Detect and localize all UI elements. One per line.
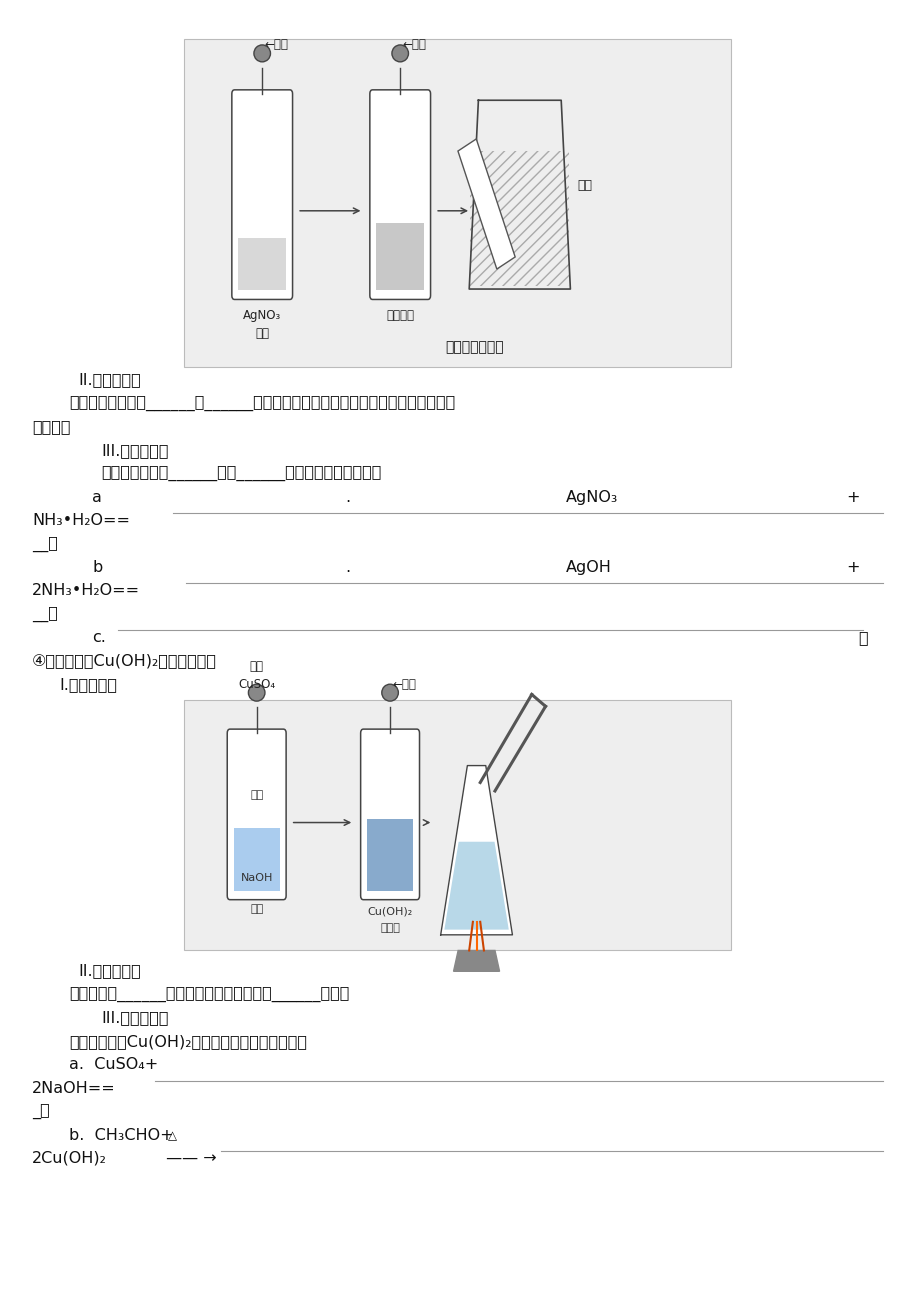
- Text: 振荡: 振荡: [250, 790, 263, 799]
- Ellipse shape: [381, 685, 398, 700]
- Text: II.实验现象：: II.实验现象：: [78, 963, 141, 979]
- Text: △: △: [168, 1129, 177, 1142]
- Text: 。: 。: [857, 630, 867, 646]
- Text: 乙醛能被新制Cu(OH)₂悬浊液氧化。有关方程式：: 乙醛能被新制Cu(OH)₂悬浊液氧化。有关方程式：: [69, 1034, 307, 1049]
- Text: ④乙醛被新制Cu(OH)₂悬浊液氧化。: ④乙醛被新制Cu(OH)₂悬浊液氧化。: [32, 654, 217, 669]
- Text: 乙醛被银氨溶液______生成______。有关化学方程式为：: 乙醛被银氨溶液______生成______。有关化学方程式为：: [101, 466, 381, 482]
- Polygon shape: [440, 766, 512, 935]
- Text: 2NH₃•H₂O==: 2NH₃•H₂O==: [32, 583, 141, 599]
- Text: Cu(OH)₂: Cu(OH)₂: [367, 906, 413, 917]
- Ellipse shape: [391, 44, 408, 61]
- Text: ←乙醛: ←乙醛: [392, 678, 416, 691]
- Text: 溶液: 溶液: [249, 660, 264, 673]
- Text: __；: __；: [32, 536, 58, 552]
- Text: +: +: [845, 490, 859, 505]
- Text: 的银镜。: 的银镜。: [32, 419, 71, 435]
- Bar: [376, 223, 424, 290]
- Text: III.实验结论：: III.实验结论：: [101, 443, 168, 458]
- FancyBboxPatch shape: [369, 90, 430, 299]
- FancyBboxPatch shape: [360, 729, 419, 900]
- FancyBboxPatch shape: [227, 729, 286, 900]
- Text: 银氨溶液: 银氨溶液: [386, 309, 414, 322]
- Bar: [184, 39, 731, 367]
- Text: 悬浊液: 悬浊液: [380, 923, 400, 934]
- Text: _；: _；: [32, 1104, 50, 1120]
- Ellipse shape: [254, 44, 270, 61]
- Text: NaOH: NaOH: [240, 872, 273, 883]
- Text: a.  CuSO₄+: a. CuSO₄+: [69, 1057, 158, 1073]
- Text: AgOH: AgOH: [565, 560, 611, 575]
- Text: 溶液: 溶液: [255, 327, 269, 340]
- Text: b: b: [92, 560, 102, 575]
- Text: 热水: 热水: [577, 178, 592, 191]
- Text: +: +: [845, 560, 859, 575]
- Text: c.: c.: [92, 630, 106, 646]
- Ellipse shape: [248, 685, 265, 700]
- Text: CuSO₄: CuSO₄: [238, 678, 275, 691]
- Bar: [367, 819, 413, 891]
- Text: I.实验操作：: I.实验操作：: [60, 677, 118, 693]
- Text: .: .: [345, 490, 350, 505]
- Text: 溶液: 溶液: [250, 904, 263, 914]
- Text: 滴加氨水，先出现______后______，水浴加热一段时间后，试管内壁出现一层光亮: 滴加氨水，先出现______后______，水浴加热一段时间后，试管内壁出现一层…: [69, 396, 455, 411]
- Text: 乙醛的银镜反应: 乙醛的银镜反应: [444, 340, 503, 354]
- Text: .: .: [345, 560, 350, 575]
- FancyBboxPatch shape: [232, 90, 292, 299]
- Polygon shape: [453, 950, 499, 971]
- Polygon shape: [458, 139, 515, 270]
- Text: ←乙醛: ←乙醛: [403, 38, 426, 51]
- Text: b.  CH₃CHO+: b. CH₃CHO+: [69, 1128, 174, 1143]
- Bar: [184, 700, 731, 950]
- Text: a: a: [92, 490, 102, 505]
- Bar: [233, 828, 279, 891]
- Text: AgNO₃: AgNO₃: [565, 490, 618, 505]
- Bar: [238, 238, 286, 290]
- Text: __；: __；: [32, 607, 58, 622]
- Text: 2Cu(OH)₂: 2Cu(OH)₂: [32, 1151, 107, 1167]
- Bar: [470, 151, 569, 286]
- Text: —— →: —— →: [161, 1151, 216, 1167]
- Text: II.实验现象：: II.实验现象：: [78, 372, 141, 388]
- Text: AgNO₃: AgNO₃: [243, 309, 281, 322]
- Text: NH₃•H₂O==: NH₃•H₂O==: [32, 513, 130, 529]
- Text: III.实验结论：: III.实验结论：: [101, 1010, 168, 1026]
- Text: 2NaOH==: 2NaOH==: [32, 1081, 116, 1096]
- Polygon shape: [444, 841, 508, 930]
- Text: 试管中产生______沉淀，加热至沸腾后产生______沉淀。: 试管中产生______沉淀，加热至沸腾后产生______沉淀。: [69, 987, 349, 1003]
- Text: ←氨水: ←氨水: [265, 38, 289, 51]
